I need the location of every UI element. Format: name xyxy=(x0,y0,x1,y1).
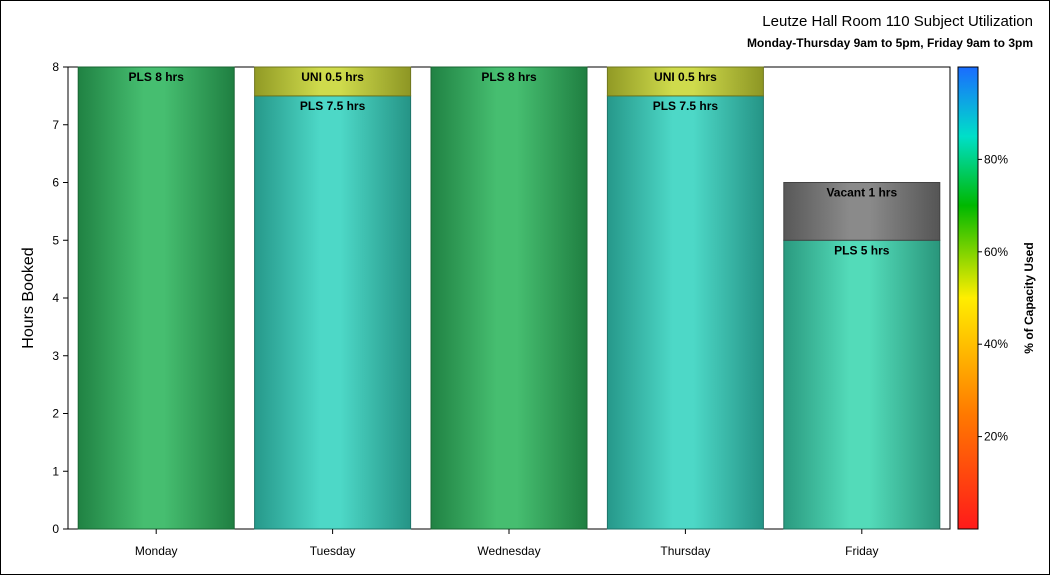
bar-data-label: PLS 7.5 hrs xyxy=(300,99,366,113)
y-tick-label: 4 xyxy=(52,291,59,305)
bar-segment xyxy=(254,66,412,97)
colorbar-tick-label: 60% xyxy=(984,245,1008,259)
bar-data-label: PLS 5 hrs xyxy=(834,243,890,257)
y-tick-label: 7 xyxy=(52,118,59,132)
x-tick-label: Monday xyxy=(135,544,178,558)
colorbar-tick-label: 20% xyxy=(984,430,1008,444)
y-tick-label: 5 xyxy=(52,233,59,247)
colorbar-label: % of Capacity Used xyxy=(1022,242,1036,353)
bar-segment xyxy=(430,66,588,530)
bar-segment xyxy=(606,66,764,97)
x-tick-label: Friday xyxy=(845,544,878,558)
bar-data-label: UNI 0.5 hrs xyxy=(301,70,364,84)
colorbar xyxy=(957,66,979,530)
y-axis-label: Hours Booked xyxy=(20,247,37,348)
x-tick-label: Thursday xyxy=(660,544,710,558)
bar-segment xyxy=(254,95,412,530)
bar-data-label: UNI 0.5 hrs xyxy=(654,70,717,84)
bar-data-label: PLS 7.5 hrs xyxy=(653,99,719,113)
x-tick-label: Tuesday xyxy=(310,544,356,558)
y-tick-label: 0 xyxy=(52,522,59,536)
bar-segment xyxy=(783,182,941,241)
bar-data-label: PLS 8 hrs xyxy=(129,70,185,84)
colorbar-tick-label: 80% xyxy=(984,152,1008,166)
bar-segment xyxy=(783,239,941,530)
x-tick-label: Wednesday xyxy=(477,544,540,558)
chart-title: Leutze Hall Room 110 Subject Utilization xyxy=(762,13,1033,30)
chart-subtitle: Monday-Thursday 9am to 5pm, Friday 9am t… xyxy=(746,36,1033,50)
y-tick-label: 8 xyxy=(52,60,59,74)
bar-data-label: Vacant 1 hrs xyxy=(826,186,897,200)
y-tick-label: 2 xyxy=(52,407,59,421)
colorbar-tick-label: 40% xyxy=(984,337,1008,351)
y-tick-label: 6 xyxy=(52,176,59,190)
bar-data-label: PLS 8 hrs xyxy=(481,70,537,84)
bar-segment xyxy=(77,66,235,530)
y-tick-label: 1 xyxy=(52,464,59,478)
bar-segment xyxy=(606,95,764,530)
y-tick-label: 3 xyxy=(52,349,59,363)
